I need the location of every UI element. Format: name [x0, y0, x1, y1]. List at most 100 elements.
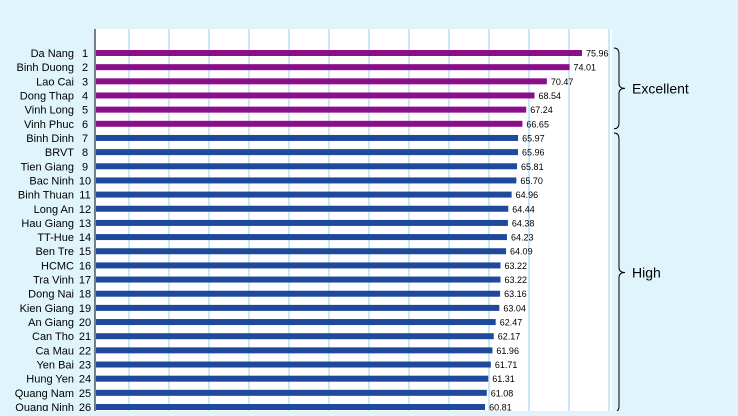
bar	[96, 92, 535, 99]
category-label: Quang Ninh	[15, 402, 74, 411]
bar	[96, 149, 519, 156]
value-label: 70.47	[551, 77, 574, 87]
category-label: Tien Giang	[21, 161, 74, 173]
category-label: BRVT	[45, 147, 74, 159]
bar	[96, 361, 491, 368]
bar	[96, 248, 507, 255]
rank-label: 7	[82, 133, 88, 145]
rank-label: 11	[79, 190, 90, 202]
rank-label: 18	[79, 289, 91, 301]
category-label: Kien Giang	[20, 303, 74, 315]
bar	[96, 304, 500, 311]
bar	[96, 319, 496, 326]
value-label: 64.44	[512, 204, 535, 214]
rank-label: 21	[79, 331, 91, 343]
rank-label: 4	[82, 90, 88, 102]
rank-label: 5	[82, 105, 88, 117]
rank-label: 23	[79, 360, 91, 372]
value-label: 63.22	[504, 261, 527, 271]
group-brace	[613, 132, 626, 413]
bar	[96, 177, 517, 184]
bar	[96, 106, 527, 113]
value-label: 65.97	[522, 133, 545, 143]
rank-label: 24	[79, 374, 91, 386]
bar	[96, 290, 501, 297]
rank-label: 8	[82, 147, 88, 159]
bar	[96, 375, 489, 382]
bar	[96, 276, 501, 283]
bar	[96, 347, 493, 354]
category-label: Lao Cai	[36, 76, 74, 88]
category-label: Hung Yen	[26, 374, 74, 386]
category-label: Binh Duong	[17, 62, 75, 74]
bar	[96, 404, 486, 410]
bar	[96, 205, 509, 212]
bar	[96, 389, 487, 396]
bar	[96, 64, 570, 71]
rank-label: 14	[79, 232, 91, 244]
rank-label: 16	[79, 260, 91, 272]
rank-label: 13	[79, 218, 91, 230]
rank-label: 10	[79, 175, 91, 187]
value-label: 64.38	[512, 218, 535, 228]
category-label: TT-Hue	[37, 232, 74, 244]
category-label: Quang Nam	[15, 388, 74, 400]
category-label: Tra Vinh	[33, 275, 74, 287]
rank-label: 9	[82, 161, 88, 173]
value-label: 64.96	[516, 190, 539, 200]
value-label: 64.23	[511, 233, 534, 243]
rank-label: 19	[79, 303, 91, 315]
value-label: 63.16	[504, 289, 527, 299]
rank-label: 12	[79, 204, 91, 216]
rank-label: 17	[79, 275, 91, 287]
bar	[96, 163, 518, 170]
rank-label: 15	[79, 246, 91, 258]
bar	[96, 134, 519, 141]
category-label: Bac Ninh	[29, 175, 74, 187]
category-label: Long An	[34, 204, 74, 216]
bar	[96, 50, 582, 56]
category-label: Dong Thap	[20, 90, 74, 102]
category-label: Vinh Long	[25, 105, 74, 117]
value-label: 67.24	[530, 105, 553, 115]
rank-label: 20	[79, 317, 91, 329]
category-label: Hau Giang	[21, 218, 74, 230]
bar	[96, 191, 512, 198]
value-label: 61.96	[496, 346, 519, 356]
category-label: Can Tho	[32, 331, 74, 343]
value-label: 61.31	[492, 374, 515, 384]
category-label: Binh Thuan	[18, 190, 74, 202]
category-label: Dong Nai	[28, 289, 74, 301]
rank-label: 6	[82, 119, 88, 131]
value-label: 65.81	[521, 162, 544, 172]
bar	[96, 234, 507, 241]
rank-label: 26	[79, 402, 91, 411]
value-label: 65.70	[520, 176, 543, 186]
value-label: 60.81	[489, 403, 512, 412]
rank-label: 1	[82, 48, 88, 60]
rank-label: 2	[82, 62, 88, 74]
bar	[96, 120, 523, 127]
category-label: Ca Mau	[35, 345, 74, 357]
value-label: 63.04	[503, 303, 526, 313]
category-label: Da Nang	[31, 48, 74, 60]
value-label: 66.65	[526, 119, 549, 129]
value-label: 65.96	[522, 148, 545, 158]
bar	[96, 262, 501, 269]
group-label: Excellent	[632, 80, 689, 96]
group-brace	[613, 47, 626, 130]
rank-label: 3	[82, 76, 88, 88]
value-label: 61.08	[491, 388, 514, 398]
value-label: 63.22	[504, 275, 527, 285]
bar	[96, 78, 547, 85]
value-label: 68.54	[539, 91, 562, 101]
category-label: Yen Bai	[36, 360, 74, 372]
category-label: Binh Dinh	[26, 133, 74, 145]
bar	[96, 333, 494, 340]
group-label: High	[632, 264, 661, 280]
value-label: 62.17	[498, 332, 521, 342]
value-label: 75.96	[586, 49, 609, 59]
value-label: 64.09	[510, 247, 533, 257]
